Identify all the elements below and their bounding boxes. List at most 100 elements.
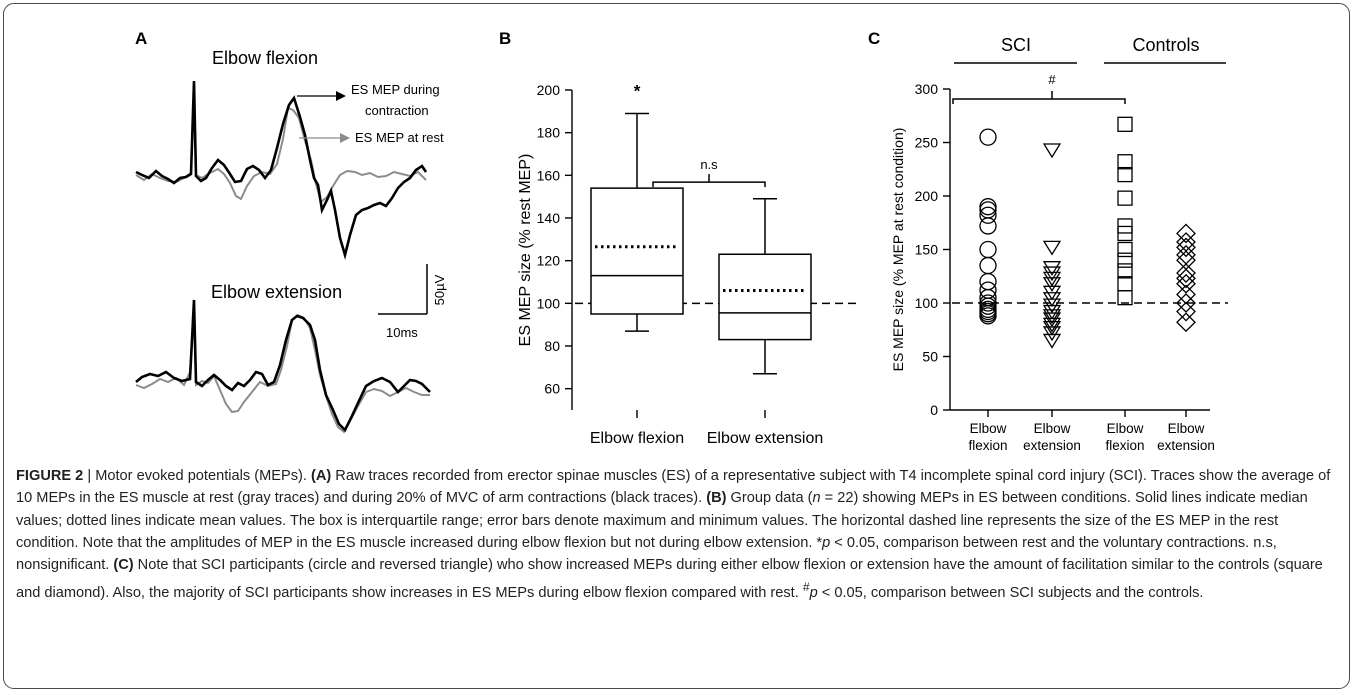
c-point-triangle [1042,326,1062,342]
c-x-label: Elbow [1034,421,1071,436]
c-point-diamond [1176,273,1196,294]
b-y-tick-label: 160 [537,167,561,183]
c-point-triangle [1042,333,1062,349]
panel-c-label: C [868,29,880,48]
b-y-tick-label: 180 [537,125,561,141]
trace-extension-contraction [135,299,431,433]
c-point-square [1117,252,1133,268]
c-point-square [1117,116,1133,132]
c-point-square [1117,225,1133,242]
c-point-diamond [1176,293,1196,313]
trace-flexion-contraction [135,80,428,260]
group-label-controls: Controls [1132,35,1199,55]
arrowhead-rest-icon [340,133,350,143]
c-x-label: extension [1023,438,1081,453]
c-point-triangle [1042,261,1062,276]
trace-title-flexion: Elbow flexion [212,48,318,68]
c-point-diamond [1176,263,1196,283]
b-x-label: Elbow extension [707,430,824,447]
c-point-triangle [1042,309,1062,325]
c-point-square [1117,263,1133,279]
caption-text-b2: = 22) showing MEPs in ES between conditi… [16,490,1308,551]
caption-figure-label: FIGURE 2 [16,468,84,484]
caption-tag-a: (A) [310,468,332,484]
c-x-labels: Elbow flexion Elbow extension Elbow flexion El… [968,410,1215,453]
c-y-tick-label: 100 [915,295,939,311]
b-x-labels: Elbow flexion Elbow extension [590,430,823,447]
caption-separator: | [83,468,96,484]
legend-rest: ES MEP at rest [355,130,444,145]
c-point-diamond [1176,223,1196,244]
c-y-axis-label: ES MEP size (% MEP at rest condition) [890,128,906,372]
c-point-diamond [1176,312,1196,333]
figure-frame [3,3,1350,689]
legend-contraction-line2: contraction [365,103,429,118]
c-point-square [1117,289,1133,306]
c-point-diamond [1176,244,1196,265]
c-y-tick-label: 150 [915,242,939,258]
caption-tag-b: (B) [706,490,727,507]
c-x-label: extension [1157,438,1215,453]
caption-text-a: Raw traces recorded from erector spinae … [16,468,1331,507]
scale-amplitude-label: 50µV [432,274,447,305]
c-point-triangle [1042,317,1062,333]
figure-caption: FIGURE 2 | Motor evoked potentials (MEPs… [16,465,1341,605]
caption-p-symbol: p [822,534,831,551]
c-x-label: flexion [1105,438,1144,453]
c-point-square [1117,241,1133,258]
b-boxes [590,112,812,418]
b-box-flexion [590,112,684,418]
b-iqr-box [718,253,812,341]
panel-c: C SCI Controls # 0 50 100 150 200 250 300 ES M… [868,29,1228,453]
c-point-square [1117,276,1133,292]
caption-p-symbol-2: p [809,585,818,602]
b-y-tick-label: 140 [537,210,561,226]
panel-a: A Elbow flexion Elbow extension ES MEP d… [135,29,447,434]
c-point-triangle [1042,240,1062,256]
b-x-label: Elbow flexion [590,430,684,447]
legend-contraction-line1: ES MEP during [351,82,440,97]
b-y-axis-label: ES MEP size (% rest MEP) [517,154,534,347]
c-point-diamond [1176,301,1196,322]
caption-title: Motor evoked potentials (MEPs). [95,468,311,484]
b-y-tick-label: 200 [537,82,561,98]
c-y-ticks: 0 50 100 150 200 250 300 [915,81,950,418]
b-ns-label: n.s [700,157,718,172]
trace-title-extension: Elbow extension [211,282,342,302]
c-y-tick-label: 250 [915,135,939,151]
group-label-sci: SCI [1001,35,1031,55]
c-point-circle [979,240,997,259]
c-point-square [1117,166,1133,183]
b-iqr-box [590,187,684,315]
b-y-tick-label: 100 [537,295,561,311]
c-point-triangle [1042,266,1062,282]
c-x-label: Elbow [970,421,1007,436]
c-point-diamond [1176,237,1196,258]
b-y-tick-label: 60 [544,381,560,397]
caption-n-symbol: n [812,490,821,507]
c-y-tick-label: 50 [922,349,938,365]
c-points [979,116,1196,349]
arrowhead-contraction-icon [336,91,346,101]
c-group-bracket [952,91,1126,104]
c-point-circle [979,256,997,275]
c-point-circle [979,128,997,146]
caption-text-c1: Note that SCI participants (circle and r… [16,557,1323,602]
b-y-ticks: 60 80 100 120 140 160 180 200 [537,82,572,397]
c-point-diamond [1176,268,1196,289]
caption-hash-superscript: # [802,580,810,595]
panel-b-label: B [499,29,511,48]
b-box-extension [718,198,812,418]
c-point-triangle [1042,320,1062,336]
c-point-triangle [1042,143,1062,159]
c-point-triangle [1042,304,1062,320]
scale-time-label: 10ms [386,325,418,340]
c-y-tick-label: 300 [915,81,939,97]
c-x-label: flexion [968,438,1007,453]
b-ns-bracket [652,174,766,188]
c-point-circle [979,307,997,325]
panel-b: B 60 80 100 120 140 160 180 200 ES MEP size (% … [499,29,856,447]
c-x-label: Elbow [1168,421,1205,436]
b-significance-star: * [634,81,641,100]
caption-text-b1: Group data ( [726,490,813,507]
